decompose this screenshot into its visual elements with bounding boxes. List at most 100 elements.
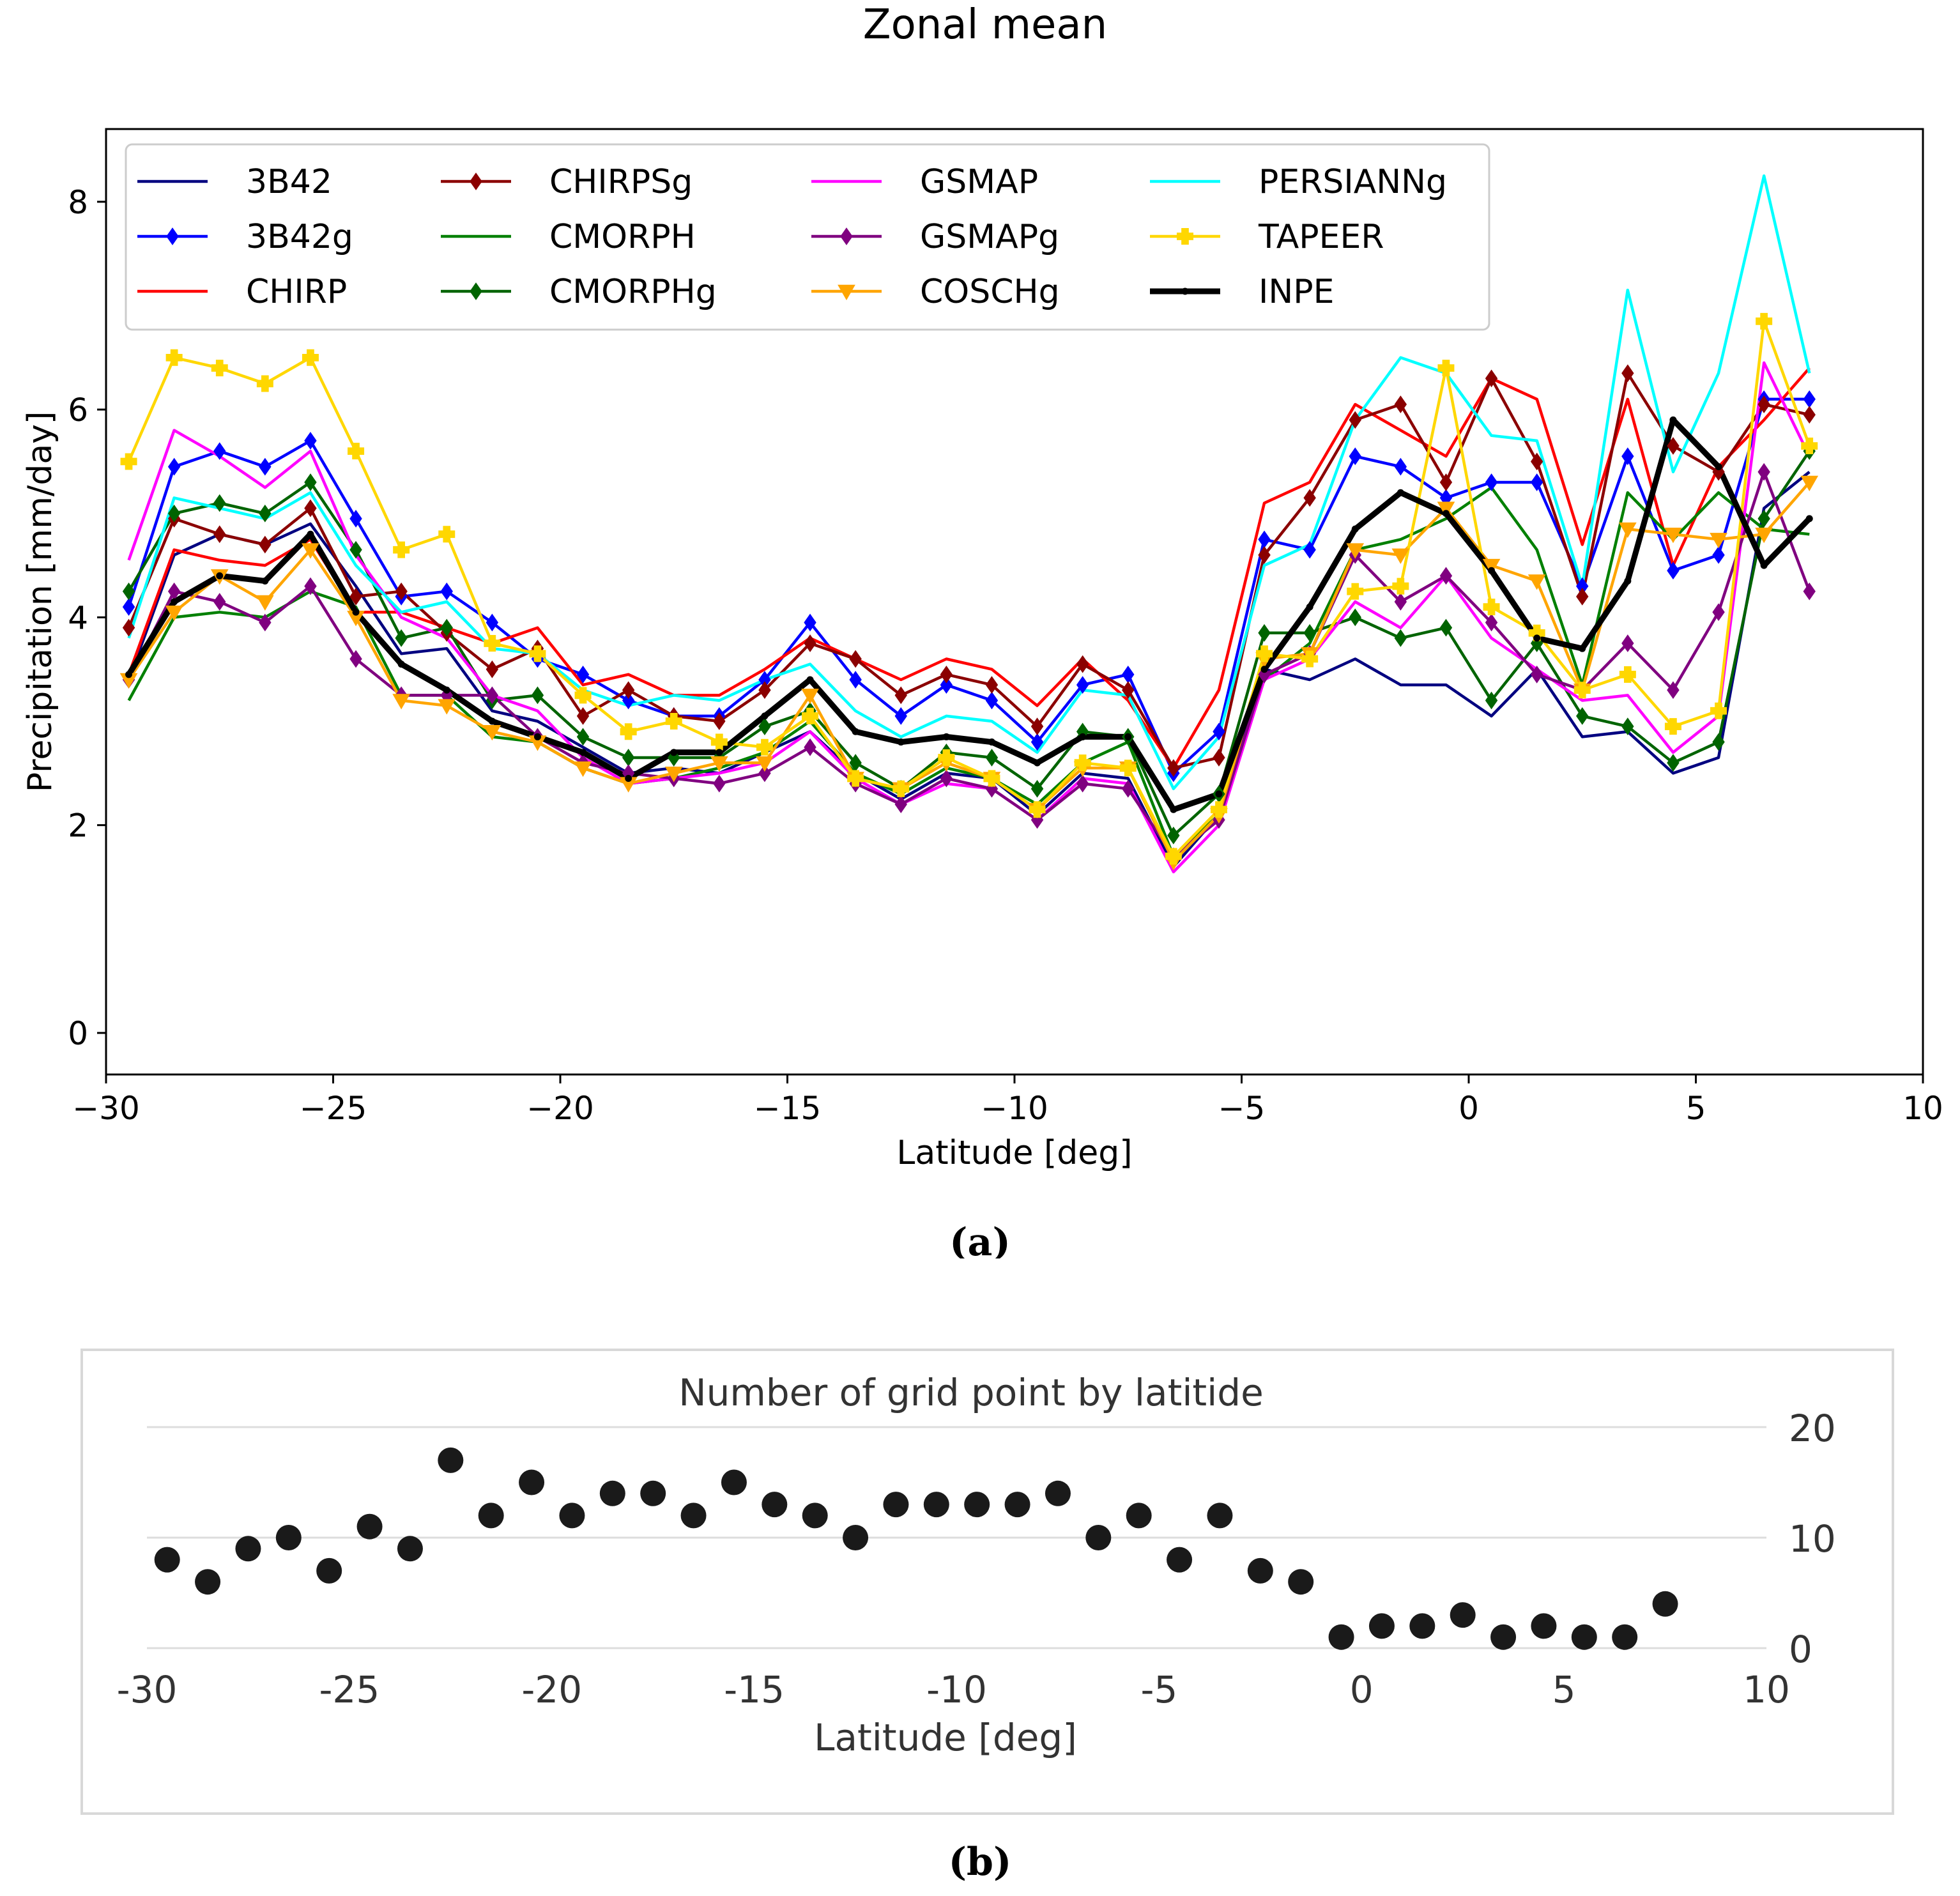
- series-point-cmorphg: [1303, 623, 1316, 642]
- series-point-cmorphg: [1349, 608, 1361, 627]
- series-point-chirpsg: [1576, 587, 1589, 606]
- series-point-cmorphg: [304, 473, 317, 491]
- series-point-inpe: [716, 749, 723, 756]
- series-point-inpe: [533, 733, 541, 740]
- series-point-tapeer: [211, 360, 228, 377]
- series-point-gsmapg: [259, 613, 272, 632]
- series-point-cmorphg: [758, 717, 771, 736]
- series-line-chirpsg: [127, 371, 1810, 770]
- series-point-3b42g: [1712, 546, 1725, 564]
- legend-label-cmorph: CMORPH: [549, 218, 696, 256]
- series-point-cmorphg: [1394, 629, 1407, 647]
- series-point-3b42g: [486, 613, 499, 632]
- series-point-cmorphg: [259, 504, 272, 523]
- series-point-cmorphg: [1485, 691, 1498, 710]
- series-point-tapeer: [348, 443, 365, 460]
- series-point-inpe: [1351, 525, 1359, 533]
- series-point-inpe: [761, 712, 769, 720]
- series-point-inpe: [625, 774, 632, 782]
- series-point-cmorphg: [1667, 754, 1680, 772]
- chart-b-point: [1045, 1480, 1071, 1506]
- series-point-cmorphg: [349, 540, 362, 559]
- series-point-chirpsg: [1303, 489, 1316, 507]
- chart-b-frame: [80, 1349, 1894, 1815]
- series-point-chirpsg: [1394, 395, 1407, 413]
- series-point-inpe: [1715, 463, 1722, 471]
- series-point-chirpsg: [849, 650, 862, 668]
- caption-b: (b): [949, 1840, 1012, 1885]
- series-point-coschg: [438, 699, 456, 715]
- series-point-tapeer: [847, 770, 864, 787]
- series-point-cmorphg: [167, 504, 181, 523]
- chart-b-point: [843, 1525, 869, 1550]
- series-point-chirpsg: [259, 535, 272, 554]
- series-point-tapeer: [120, 453, 137, 470]
- chart-a-xtick-label: −25: [300, 1090, 367, 1127]
- series-point-tapeer: [484, 635, 501, 652]
- series-point-tapeer: [1119, 760, 1137, 777]
- series-point-tapeer: [983, 770, 1000, 787]
- legend-marker-3b42g: [166, 227, 179, 245]
- chart-b-point: [1612, 1624, 1638, 1650]
- series-point-coschg: [165, 606, 183, 622]
- chart-a-xtick-label: −10: [981, 1090, 1048, 1127]
- series-point-gsmapg: [486, 686, 499, 705]
- legend-label-gsmapg: GSMAPg: [920, 218, 1059, 256]
- chart-a-ytick-label: 0: [68, 1015, 88, 1052]
- series-line-cmorph: [127, 485, 1810, 858]
- legend-marker-cmorphg: [470, 282, 482, 300]
- series-point-3b42g: [1258, 530, 1271, 549]
- series-point-tapeer: [1573, 682, 1591, 699]
- chart-a-xtick-label: −30: [72, 1090, 140, 1127]
- series-point-chirpsg: [1667, 437, 1680, 455]
- chart-b-point: [1450, 1602, 1476, 1628]
- series-point-cmorphg: [1621, 717, 1634, 736]
- series-point-tapeer: [710, 733, 728, 751]
- series-point-inpe: [1760, 562, 1768, 569]
- series-point-chirpsg: [486, 660, 499, 678]
- series-point-3b42g: [1303, 540, 1316, 559]
- series-point-chirpsg: [940, 665, 953, 684]
- series-point-inpe: [806, 676, 814, 684]
- series-point-coschg: [302, 543, 319, 559]
- series-point-chirpsg: [1439, 473, 1453, 491]
- legend-marker-coschg: [838, 284, 855, 301]
- series-point-cmorphg: [1712, 733, 1725, 751]
- chart-b-xtick-label: -20: [521, 1668, 582, 1711]
- series-point-3b42g: [894, 707, 907, 725]
- series-point-cmorphg: [1576, 707, 1589, 725]
- series-point-tapeer: [165, 349, 183, 366]
- chart-b-point: [1004, 1492, 1030, 1518]
- series-point-coschg: [1527, 574, 1546, 590]
- series-point-inpe: [1488, 567, 1496, 574]
- legend-label-chirpsg: CHIRPSg: [549, 163, 693, 201]
- series-point-3b42g: [940, 676, 953, 694]
- chart-a-legend: 3B42 3B42g CHIRP CHIRPSg CMORPH CMORPHg GSMAP G…: [125, 143, 1490, 331]
- series-point-tapeer: [529, 645, 546, 662]
- chart-a-ytick-label: 2: [68, 807, 88, 845]
- series-point-3b42g: [804, 613, 816, 632]
- series-point-coschg: [483, 725, 501, 741]
- chart-b-point: [356, 1513, 383, 1540]
- series-point-chirpsg: [894, 686, 907, 705]
- series-line-inpe: [126, 417, 1812, 813]
- series-point-coschg: [392, 694, 411, 710]
- series-point-gsmapg: [713, 774, 726, 793]
- series-point-coschg: [801, 689, 819, 705]
- series-point-inpe: [1442, 510, 1450, 517]
- chart-a-xtick-label: −20: [526, 1090, 594, 1127]
- series-point-cmorphg: [395, 629, 408, 647]
- series-point-chirpsg: [1757, 395, 1770, 413]
- chart-a-xtick-label: 5: [1686, 1090, 1706, 1127]
- series-point-3b42g: [213, 442, 226, 461]
- series-line-cmorphg: [127, 450, 1811, 837]
- series-point-3b42g: [440, 582, 453, 600]
- chart-b-point: [1328, 1624, 1354, 1650]
- series-point-inpe: [1124, 733, 1132, 740]
- series-point-chirpsg: [1485, 369, 1498, 388]
- series-point-coschg: [1346, 543, 1365, 559]
- series-point-tapeer: [1756, 312, 1773, 330]
- series-point-3b42g: [985, 691, 999, 710]
- series-point-gsmapg: [940, 769, 953, 788]
